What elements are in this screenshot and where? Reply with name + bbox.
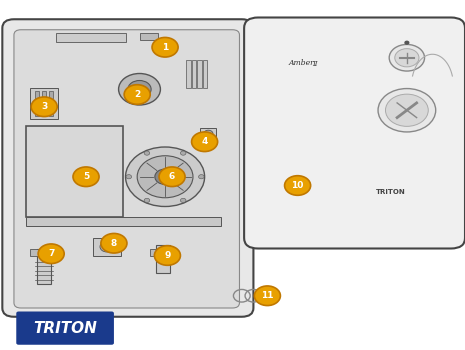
Circle shape <box>180 198 186 203</box>
Text: TRITON: TRITON <box>33 321 97 336</box>
Circle shape <box>126 147 205 206</box>
Circle shape <box>124 85 150 104</box>
Text: 7: 7 <box>48 249 54 258</box>
FancyBboxPatch shape <box>2 19 253 317</box>
Bar <box>26 126 123 217</box>
Circle shape <box>385 94 428 126</box>
Bar <box>150 248 176 256</box>
Circle shape <box>101 233 127 253</box>
Bar <box>35 91 39 116</box>
Circle shape <box>204 130 213 137</box>
Bar <box>197 60 202 88</box>
Circle shape <box>192 132 218 152</box>
Bar <box>93 238 121 256</box>
Circle shape <box>73 167 99 187</box>
Text: TRITON: TRITON <box>376 189 405 195</box>
Text: 4: 4 <box>201 137 208 146</box>
Circle shape <box>395 49 419 67</box>
Bar <box>30 249 56 256</box>
Text: 5: 5 <box>83 172 89 181</box>
Circle shape <box>155 169 175 184</box>
Bar <box>30 88 58 119</box>
Circle shape <box>31 97 57 117</box>
FancyBboxPatch shape <box>16 312 114 345</box>
Bar <box>37 248 51 284</box>
Text: 3: 3 <box>41 102 47 111</box>
Circle shape <box>38 244 64 264</box>
Circle shape <box>159 167 185 187</box>
Text: 11: 11 <box>261 291 273 300</box>
Bar <box>49 91 53 116</box>
Bar <box>186 60 191 88</box>
Text: 6: 6 <box>169 172 175 181</box>
Circle shape <box>126 175 132 179</box>
Text: 8: 8 <box>111 239 117 248</box>
Text: 9: 9 <box>164 251 171 260</box>
Circle shape <box>254 286 280 306</box>
Circle shape <box>180 151 186 155</box>
Text: 1: 1 <box>162 43 168 52</box>
Bar <box>140 33 158 40</box>
Circle shape <box>285 176 311 195</box>
Bar <box>203 60 207 88</box>
FancyBboxPatch shape <box>244 18 465 248</box>
Text: 2: 2 <box>134 90 140 99</box>
Circle shape <box>119 74 160 105</box>
Bar <box>156 245 170 273</box>
Text: Amber: Amber <box>288 59 314 67</box>
Bar <box>26 217 221 226</box>
Bar <box>56 33 126 42</box>
Circle shape <box>144 151 150 155</box>
Bar <box>192 60 196 88</box>
Circle shape <box>135 86 144 93</box>
Circle shape <box>378 89 436 132</box>
Circle shape <box>405 41 409 44</box>
Circle shape <box>199 175 204 179</box>
Circle shape <box>152 37 178 57</box>
Bar <box>200 128 216 140</box>
FancyBboxPatch shape <box>14 30 239 308</box>
Text: II: II <box>312 60 318 68</box>
Circle shape <box>128 80 151 98</box>
Text: 10: 10 <box>292 181 304 190</box>
Circle shape <box>144 198 150 203</box>
Circle shape <box>100 241 114 252</box>
Bar <box>42 91 46 116</box>
Circle shape <box>154 246 180 265</box>
Circle shape <box>389 44 425 71</box>
Circle shape <box>137 156 193 198</box>
